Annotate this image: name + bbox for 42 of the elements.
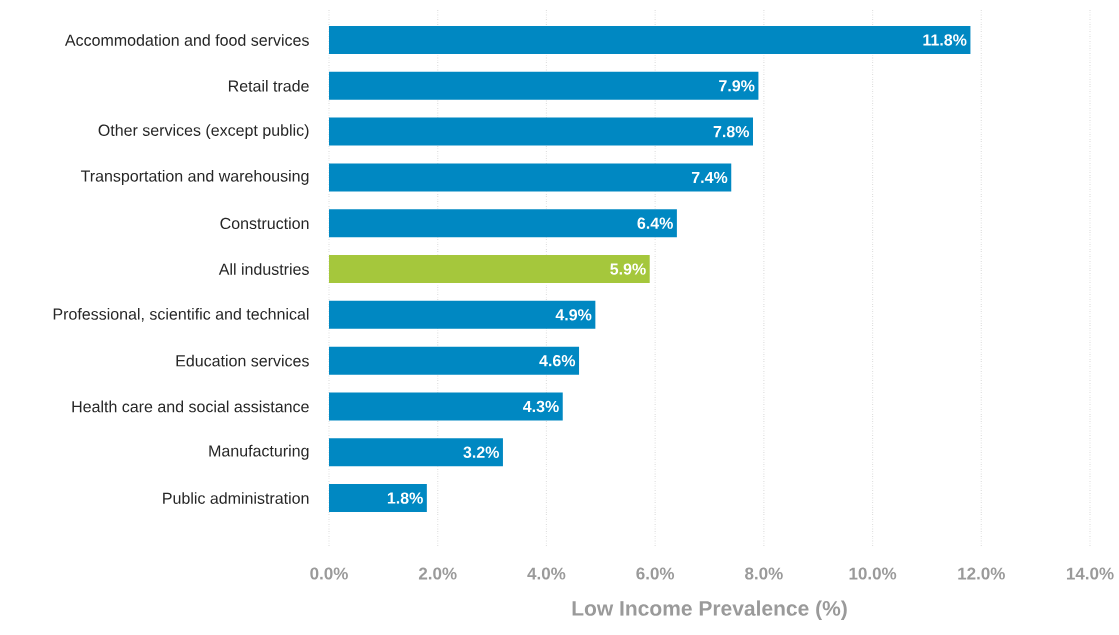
bar (329, 392, 563, 421)
x-tick-label: 4.0% (527, 567, 566, 580)
y-tick-label: Health care and social assistance (72, 400, 309, 413)
bar (329, 163, 732, 192)
y-tick-label: Construction (220, 217, 309, 230)
bar (329, 484, 427, 513)
y-tick-label: Public administration (163, 492, 309, 504)
y-tick-label: Professional, scientific and technical (53, 308, 309, 322)
y-tick-label: Education services (176, 354, 309, 367)
data-label: 4.3% (523, 400, 559, 413)
x-tick-label: 0.0% (310, 567, 348, 580)
y-tick-label: All industries (218, 263, 309, 275)
bar (329, 255, 650, 284)
data-label: 4.6% (539, 354, 576, 367)
bar (329, 438, 503, 467)
x-tick-label: 8.0% (745, 567, 783, 580)
x-tick-label: 12.0% (958, 567, 1005, 580)
x-axis-title: Low Income Prevalence (%) (572, 600, 847, 620)
x-tick-label: 14.0% (1066, 567, 1114, 580)
x-tick-label: 10.0% (849, 567, 897, 580)
data-label: 7.9% (719, 80, 755, 92)
data-label: 3.2% (463, 446, 500, 458)
y-tick-label: Accommodation and food services (64, 34, 309, 46)
data-label: 1.8% (387, 492, 423, 504)
data-label: 7.8% (713, 125, 750, 138)
data-label: 4.9% (555, 309, 592, 321)
y-tick-label: Manufacturing (209, 444, 309, 460)
x-tick-label: 6.0% (636, 567, 675, 580)
x-tick-label: 2.0% (418, 567, 457, 580)
bar (329, 346, 580, 375)
bar (329, 26, 971, 54)
y-tick-label: Retail trade (228, 79, 309, 92)
data-label: 7.4% (691, 171, 728, 184)
y-tick-label: Transportation and warehousing (80, 169, 309, 185)
data-label: 6.4% (637, 217, 673, 229)
bar (329, 117, 753, 146)
bar (329, 209, 677, 238)
data-label: 11.8% (923, 34, 967, 46)
bar (329, 300, 596, 329)
data-label: 5.9% (610, 263, 646, 275)
bar (329, 71, 759, 100)
y-tick-label: Other services (except public) (98, 124, 309, 140)
